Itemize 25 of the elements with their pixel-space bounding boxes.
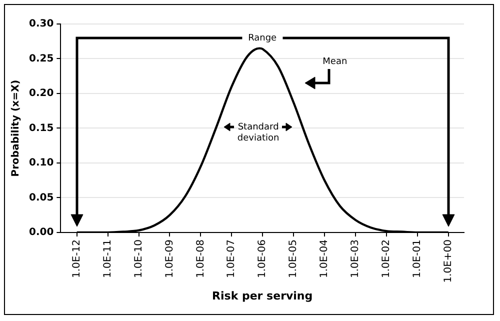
x-tick-label: 1.0E-10 bbox=[133, 239, 144, 278]
annotation: Standard deviation bbox=[237, 122, 280, 144]
x-tick-label: 1.0E-01 bbox=[412, 239, 423, 278]
y-tick-label: 0.25 bbox=[28, 53, 54, 64]
x-tick-label: 1.0E-07 bbox=[226, 239, 238, 278]
x-axis-title: Risk per serving bbox=[212, 289, 313, 302]
y-tick-label: 0.00 bbox=[28, 227, 54, 238]
x-tick-label: 1.0E-04 bbox=[319, 239, 330, 278]
x-tick-label: 1.0E+00 bbox=[442, 239, 454, 283]
y-tick-label: 0.10 bbox=[28, 158, 54, 169]
x-tick-label: 1.0E-09 bbox=[164, 239, 176, 278]
x-tick-label: 1.0E-06 bbox=[257, 239, 268, 278]
annotation: Range bbox=[248, 33, 278, 44]
y-tick-label: 0.30 bbox=[28, 18, 54, 30]
x-tick-label: 1.0E-12 bbox=[71, 239, 82, 278]
x-tick-label: 1.0E-02 bbox=[381, 239, 392, 278]
y-tick-label: 0.20 bbox=[28, 88, 54, 100]
y-tick-label: 0.05 bbox=[28, 192, 54, 204]
x-tick-label: 1.0E-11 bbox=[102, 239, 114, 278]
y-axis-title: Probability (x=X) bbox=[10, 80, 22, 177]
annotation: Mean bbox=[322, 56, 348, 67]
x-tick-label: 1.0E-08 bbox=[195, 239, 206, 278]
y-tick-label: 0.15 bbox=[28, 122, 54, 134]
x-tick-label: 1.0E-05 bbox=[288, 239, 300, 278]
x-tick-label: 1.0E-03 bbox=[350, 239, 362, 278]
